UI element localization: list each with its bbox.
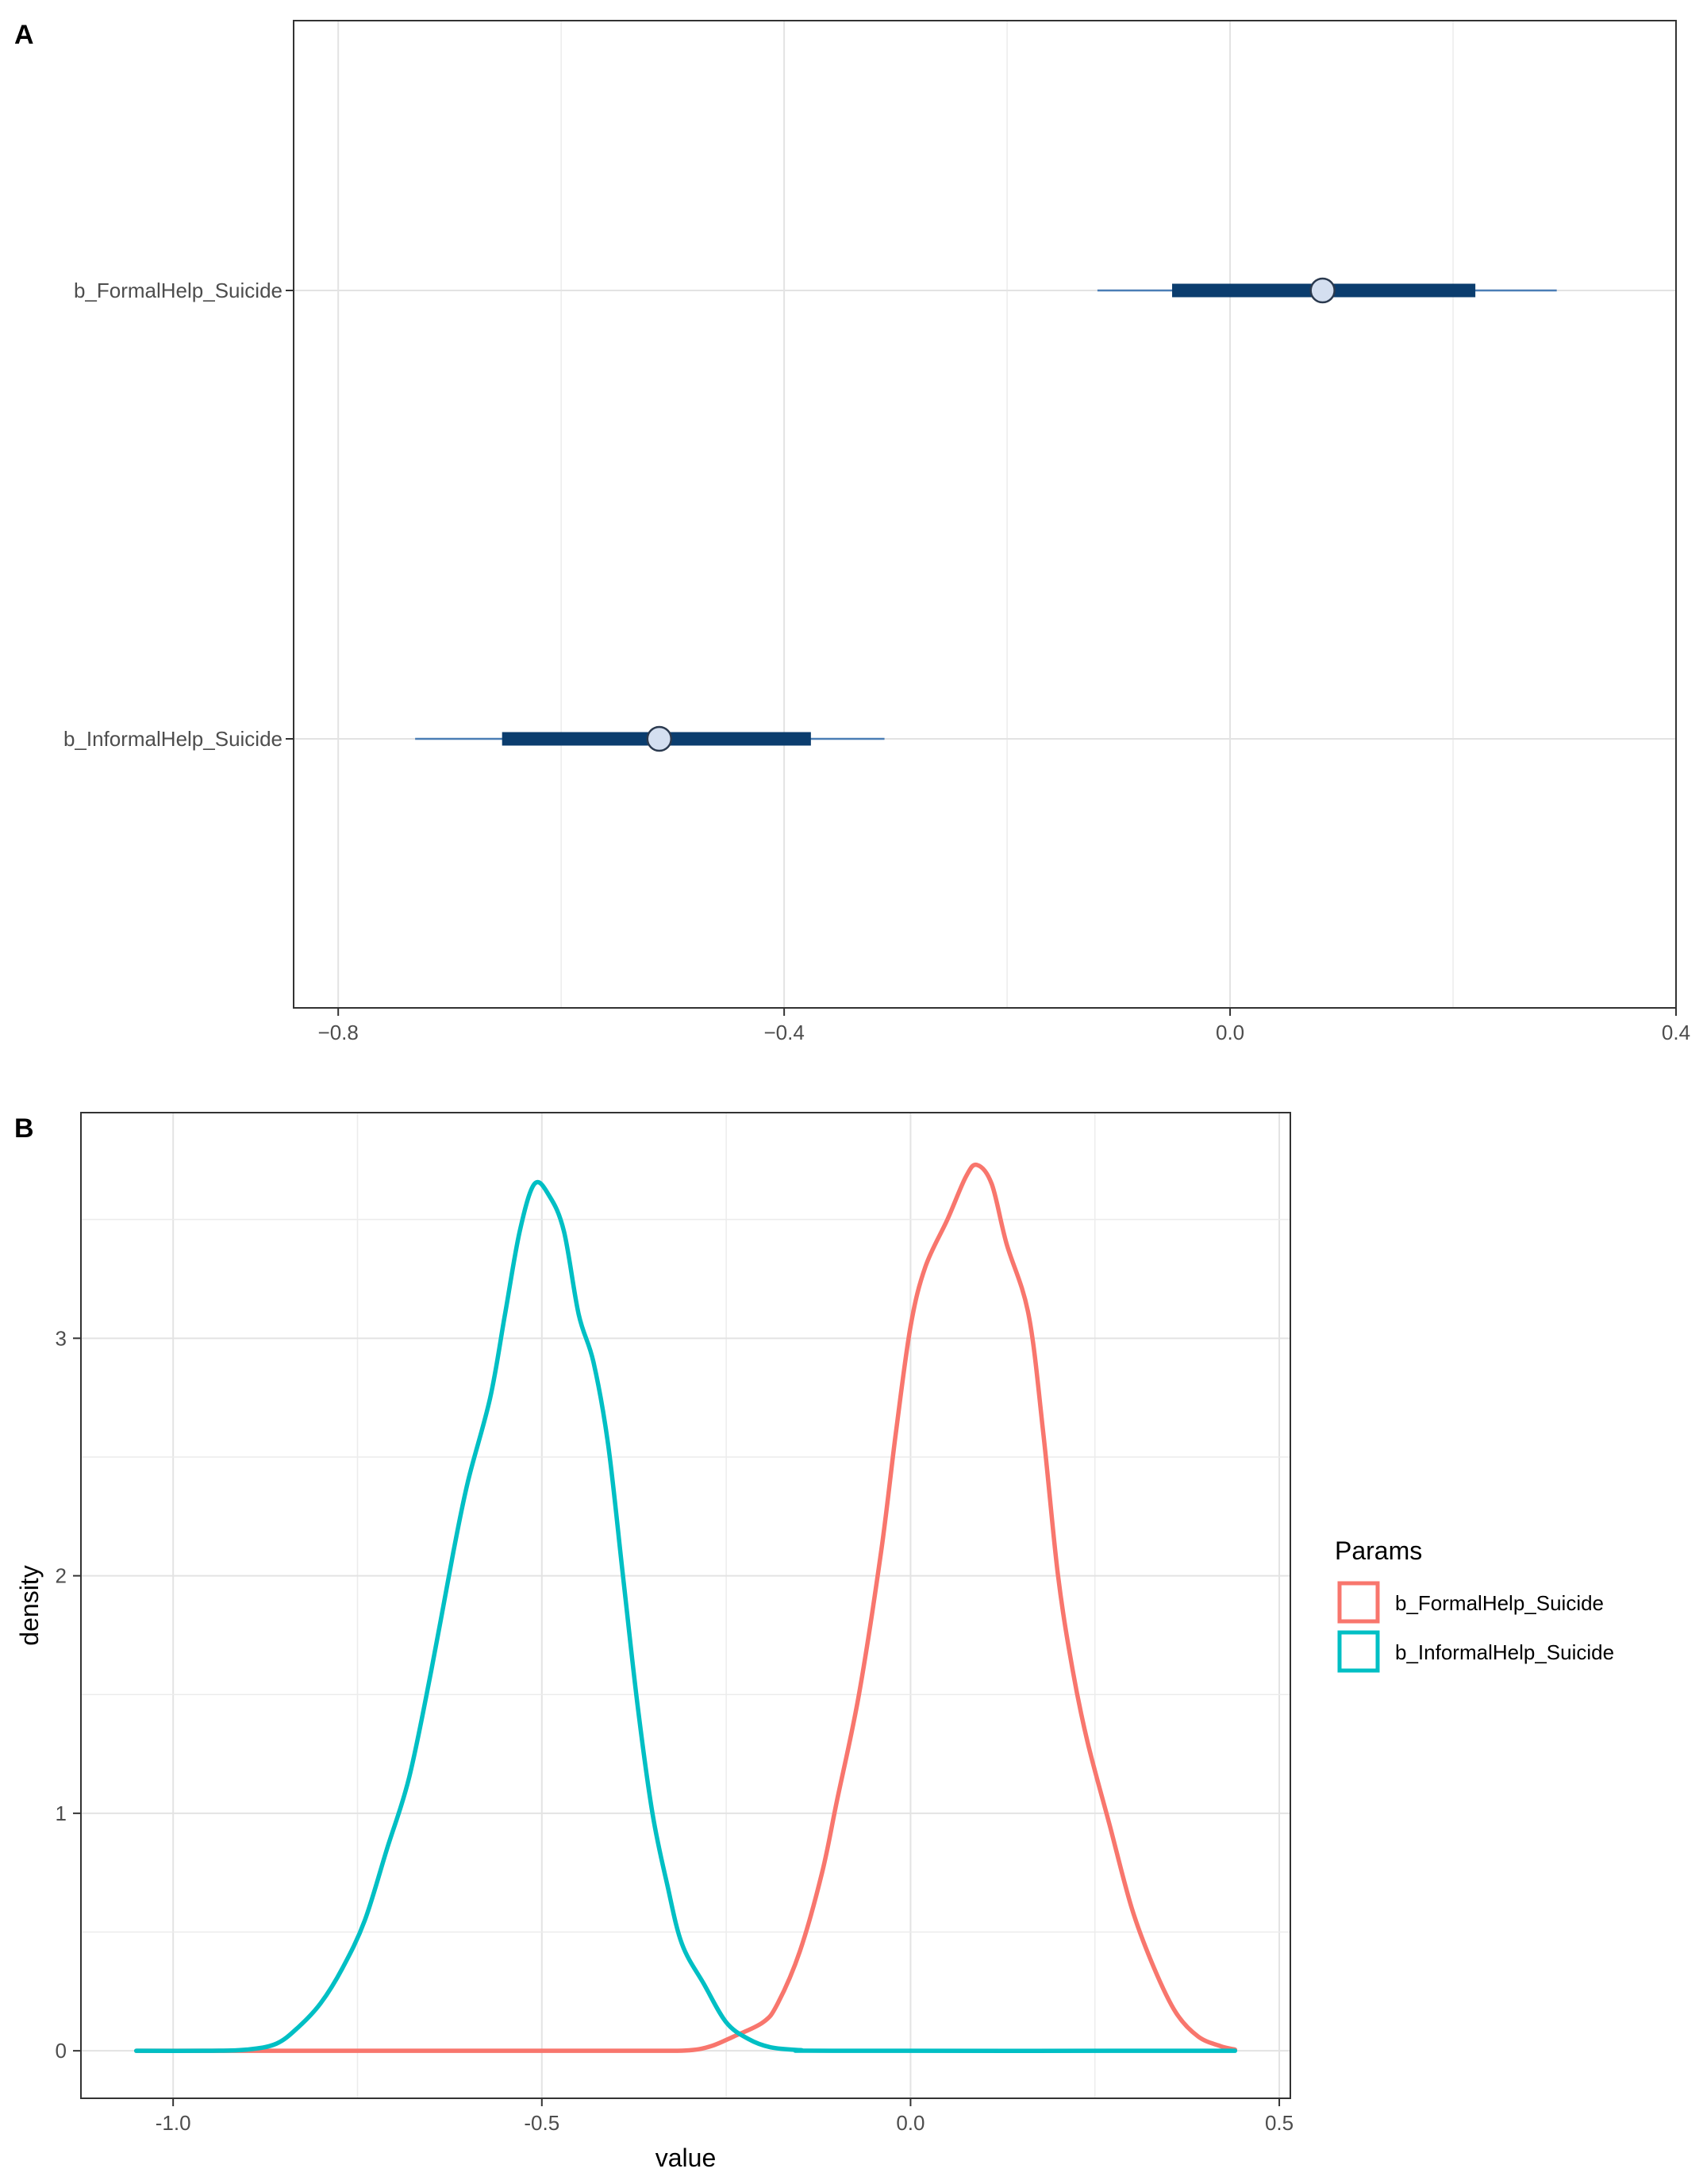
- y-tick-label: 2: [56, 1564, 67, 1588]
- legend-title: Params: [1335, 1536, 1422, 1565]
- x-tick-label: −0.4: [763, 1021, 804, 1044]
- x-tick-label: 0.0: [896, 2111, 925, 2135]
- x-tick-label: -0.5: [524, 2111, 559, 2135]
- panel-b-x-axis: -1.0 -0.5 0.0 0.5: [156, 2098, 1294, 2135]
- x-tick-label: -1.0: [156, 2111, 191, 2135]
- y-tick-label: b_FormalHelp_Suicide: [74, 279, 283, 302]
- point-estimate: [646, 725, 673, 752]
- panel-a-border: [293, 20, 1677, 1009]
- legend-label-informal: b_InformalHelp_Suicide: [1395, 1640, 1614, 1664]
- x-tick-label: 0.5: [1265, 2111, 1294, 2135]
- panel-b: B 0 1 2 3 -1.0 -0.5 0.0 0.5 value density Para…: [14, 1112, 1614, 2172]
- panel-b-label: B: [14, 1113, 34, 1144]
- panel-a-x-axis: −0.8 −0.4 0.0 0.4: [318, 1008, 1690, 1044]
- legend-swatch-formal: [1337, 1581, 1380, 1624]
- density-line-formal: [133, 1162, 1238, 2053]
- point-estimate: [1309, 277, 1336, 304]
- x-tick-label: −0.8: [318, 1021, 359, 1044]
- x-tick-label: 0.0: [1216, 1021, 1244, 1044]
- panel-a-y-axis: b_FormalHelp_Suicide b_InformalHelp_Suici…: [63, 279, 294, 751]
- x-tick-label: 0.4: [1662, 1021, 1690, 1044]
- legend-items: b_FormalHelp_Suicide b_InformalHelp_Suici…: [1337, 1581, 1614, 1673]
- panel-b-x-axis-title: value: [655, 2144, 717, 2172]
- panel-b-legend: Params b_FormalHelp_Suicide b_InformalHel…: [1335, 1536, 1614, 1673]
- panel-a: A b_FormalHelp_Suicide b_InformalHelp_Sui…: [14, 20, 1690, 1044]
- y-tick-label: 0: [56, 2039, 67, 2063]
- panel-b-border: [80, 1112, 1291, 2099]
- y-tick-label: 1: [56, 1801, 67, 1825]
- panel-b-y-axis-title: density: [15, 1565, 44, 1645]
- panel-b-y-axis: 0 1 2 3: [56, 1326, 81, 2063]
- panel-b-gridlines: [81, 1113, 1290, 2098]
- panel-a-label: A: [14, 20, 34, 50]
- y-tick-label: 3: [56, 1326, 67, 1350]
- panel-b-density-lines: [133, 1162, 1238, 2054]
- legend-swatch-informal: [1337, 1630, 1380, 1673]
- y-tick-label: b_InformalHelp_Suicide: [63, 727, 283, 751]
- density-line-informal: [133, 1179, 1238, 2054]
- legend-label-formal: b_FormalHelp_Suicide: [1395, 1591, 1604, 1615]
- panel-a-intervals: [415, 277, 1557, 752]
